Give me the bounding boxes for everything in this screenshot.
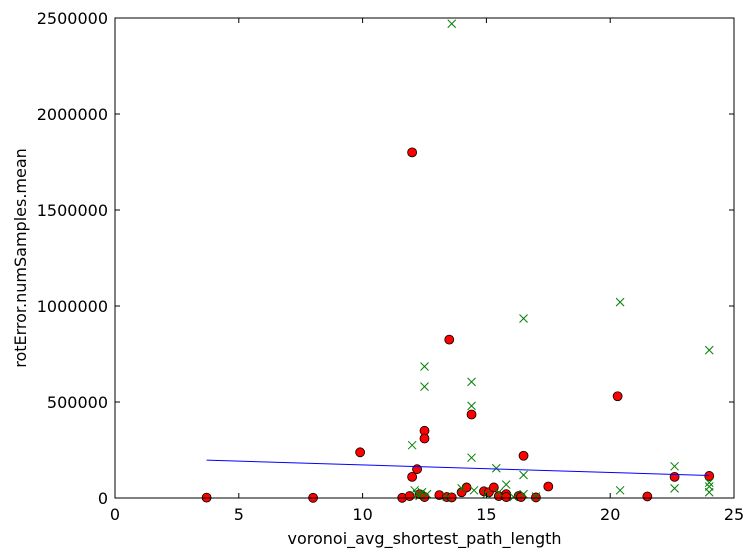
x-marker-point: [531, 492, 541, 501]
circle-marker-point: [446, 492, 457, 503]
circle-marker-point: [404, 491, 415, 501]
x-marker-point: [407, 440, 417, 450]
x-marker-point: [457, 484, 466, 493]
x-marker-point: [467, 377, 476, 387]
y-tick-label: 2500000: [37, 9, 108, 28]
x-tick-label: 15: [476, 505, 496, 524]
x-marker-point: [442, 492, 452, 502]
x-marker-point: [670, 461, 679, 471]
y-tick-label: 1000000: [37, 297, 108, 316]
y-tick-label: 1500000: [37, 201, 108, 220]
y-tick-label: 0: [98, 489, 108, 508]
x-marker-point: [469, 485, 479, 495]
circle-marker-point: [704, 471, 715, 481]
x-marker-point: [410, 485, 419, 495]
circle-marker-point: [444, 334, 455, 345]
circle-marker-point: [407, 471, 418, 482]
circle-marker-point: [669, 471, 680, 482]
x-tick-label: 10: [352, 505, 372, 524]
x-marker-point: [615, 297, 625, 307]
x-tick-label: 25: [724, 505, 744, 524]
x-tick-label: 5: [234, 505, 244, 524]
x-marker-point: [467, 401, 476, 411]
x-marker-point: [420, 362, 429, 371]
x-axis-label: voronoi_avg_shortest_path_length: [287, 529, 561, 549]
x-marker-point: [417, 487, 427, 497]
circle-marker-point: [407, 147, 418, 158]
circle-marker-point: [466, 409, 477, 420]
plot-frame: [114, 17, 735, 499]
x-marker-point: [509, 492, 518, 502]
circle-marker-point: [543, 481, 554, 492]
circle-marker-point: [419, 433, 430, 444]
circle-marker-point: [642, 491, 653, 502]
x-marker-point: [519, 470, 528, 480]
x-marker-point: [501, 480, 511, 489]
x-marker-point: [422, 489, 432, 499]
x-marker-point: [494, 487, 504, 497]
circle-marker-point: [501, 492, 512, 502]
circle-marker-point: [518, 450, 529, 461]
circle-marker-point: [355, 447, 366, 458]
x-marker-point: [704, 487, 714, 497]
x-tick-label: 0: [110, 505, 120, 524]
x-marker-point: [519, 489, 528, 499]
x-marker-point: [670, 484, 679, 493]
y-axis-label: rotError.numSamples.mean: [11, 148, 30, 368]
x-marker-point: [415, 491, 424, 501]
x-marker-point: [491, 463, 501, 473]
x-marker-point: [467, 453, 476, 463]
x-tick-label: 20: [600, 505, 620, 524]
circle-marker-point: [612, 391, 623, 402]
y-tick-label: 500000: [47, 393, 108, 412]
circle-marker-point: [531, 492, 541, 503]
x-marker-point: [447, 19, 457, 29]
x-marker-point: [615, 485, 625, 495]
x-marker-point: [420, 382, 429, 391]
y-tick-label: 2000000: [37, 105, 108, 124]
x-marker-point: [704, 478, 714, 487]
trend-line: [206, 459, 710, 477]
x-marker-point: [704, 345, 714, 355]
x-marker-point: [519, 314, 528, 323]
